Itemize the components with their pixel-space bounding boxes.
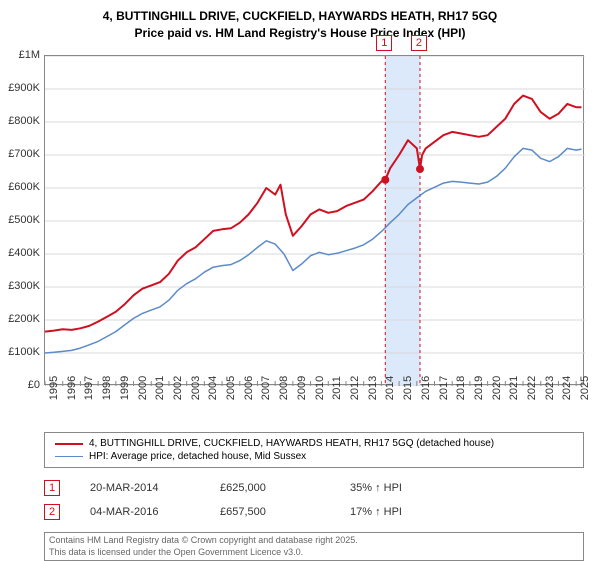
x-tick-label: 2010 xyxy=(314,376,326,400)
x-tick-label: 2005 xyxy=(225,376,237,400)
sale-delta: 17% ↑ HPI xyxy=(350,506,450,518)
x-tick-label: 1997 xyxy=(83,376,95,400)
chart-callout: 2 xyxy=(411,35,427,51)
legend-swatch xyxy=(55,456,83,458)
sale-price: £625,000 xyxy=(220,482,320,494)
y-tick-label: £700K xyxy=(0,148,40,160)
x-tick-label: 2021 xyxy=(508,376,520,400)
sale-date: 20-MAR-2014 xyxy=(90,482,190,494)
sale-row: 2 04-MAR-2016 £657,500 17% ↑ HPI xyxy=(44,504,450,520)
x-tick-label: 2023 xyxy=(544,376,556,400)
x-tick-label: 1998 xyxy=(101,376,113,400)
x-tick-label: 2003 xyxy=(190,376,202,400)
y-tick-label: £100K xyxy=(0,346,40,358)
chart-callout: 1 xyxy=(376,35,392,51)
legend-label: HPI: Average price, detached house, Mid … xyxy=(89,451,306,462)
sale-price: £657,500 xyxy=(220,506,320,518)
y-tick-label: £0 xyxy=(0,379,40,391)
y-tick-label: £1M xyxy=(0,49,40,61)
footer-attribution: Contains HM Land Registry data © Crown c… xyxy=(44,532,584,561)
plot-area xyxy=(44,55,584,385)
x-tick-label: 2024 xyxy=(561,376,573,400)
y-tick-label: £200K xyxy=(0,313,40,325)
legend-item: 4, BUTTINGHILL DRIVE, CUCKFIELD, HAYWARD… xyxy=(55,437,573,450)
x-tick-label: 2016 xyxy=(420,376,432,400)
x-tick-label: 2011 xyxy=(331,376,343,400)
sale-row: 1 20-MAR-2014 £625,000 35% ↑ HPI xyxy=(44,480,450,496)
chart-container: 4, BUTTINGHILL DRIVE, CUCKFIELD, HAYWARD… xyxy=(0,0,600,560)
y-tick-label: £500K xyxy=(0,214,40,226)
x-tick-label: 1995 xyxy=(48,376,60,400)
legend-swatch xyxy=(55,443,83,445)
x-tick-label: 2006 xyxy=(243,376,255,400)
legend-item: HPI: Average price, detached house, Mid … xyxy=(55,450,573,463)
legend-label: 4, BUTTINGHILL DRIVE, CUCKFIELD, HAYWARD… xyxy=(89,438,494,449)
title-line-1: 4, BUTTINGHILL DRIVE, CUCKFIELD, HAYWARD… xyxy=(103,9,497,23)
x-tick-label: 2009 xyxy=(296,376,308,400)
x-tick-label: 2017 xyxy=(438,376,450,400)
y-tick-label: £600K xyxy=(0,181,40,193)
footer-line-2: This data is licensed under the Open Gov… xyxy=(49,547,303,557)
y-tick-label: £300K xyxy=(0,280,40,292)
x-tick-label: 2018 xyxy=(455,376,467,400)
sale-delta: 35% ↑ HPI xyxy=(350,482,450,494)
x-tick-label: 2020 xyxy=(491,376,503,400)
chart-svg xyxy=(45,56,585,386)
sale-date: 04-MAR-2016 xyxy=(90,506,190,518)
x-tick-label: 2002 xyxy=(172,376,184,400)
sale-callout: 1 xyxy=(44,480,60,496)
x-tick-label: 2013 xyxy=(367,376,379,400)
x-tick-label: 2012 xyxy=(349,376,361,400)
x-tick-label: 2007 xyxy=(260,376,272,400)
x-tick-label: 2019 xyxy=(473,376,485,400)
x-tick-label: 1996 xyxy=(66,376,78,400)
y-tick-label: £800K xyxy=(0,115,40,127)
x-tick-label: 2004 xyxy=(207,376,219,400)
chart-title: 4, BUTTINGHILL DRIVE, CUCKFIELD, HAYWARD… xyxy=(0,0,600,42)
sale-callout: 2 xyxy=(44,504,60,520)
x-tick-label: 2015 xyxy=(402,376,414,400)
x-tick-label: 1999 xyxy=(119,376,131,400)
footer-line-1: Contains HM Land Registry data © Crown c… xyxy=(49,535,358,545)
x-tick-label: 2008 xyxy=(278,376,290,400)
y-tick-label: £900K xyxy=(0,82,40,94)
x-tick-label: 2025 xyxy=(579,376,591,400)
x-tick-label: 2000 xyxy=(137,376,149,400)
x-tick-label: 2022 xyxy=(526,376,538,400)
legend: 4, BUTTINGHILL DRIVE, CUCKFIELD, HAYWARD… xyxy=(44,432,584,468)
x-tick-label: 2001 xyxy=(154,376,166,400)
x-tick-label: 2014 xyxy=(384,376,396,400)
y-tick-label: £400K xyxy=(0,247,40,259)
